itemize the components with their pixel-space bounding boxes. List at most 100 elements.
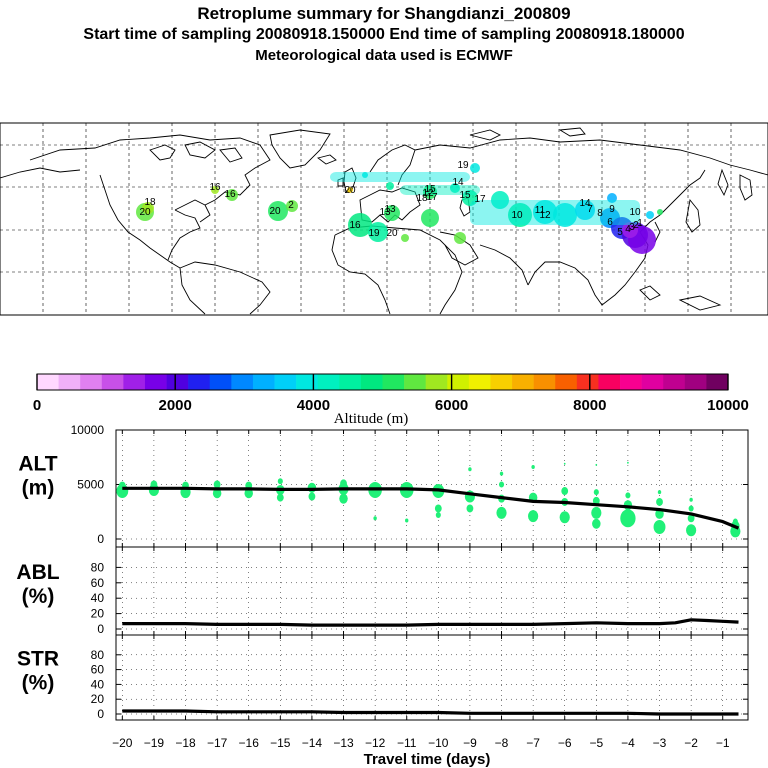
- cluster-point: [732, 518, 738, 525]
- x-tick-label: −14: [302, 736, 323, 750]
- particle-age-label: 16: [209, 182, 221, 193]
- cluster-point: [277, 478, 283, 485]
- cluster-point: [531, 465, 535, 470]
- sampling-time: Start time of sampling 20080918.150000 E…: [83, 26, 685, 43]
- plume-cluster: [401, 234, 409, 242]
- panel-y-label: STR: [17, 648, 59, 671]
- x-tick-label: −2: [684, 736, 698, 750]
- cluster-point: [244, 488, 253, 499]
- panel-y-label: ALT: [18, 453, 57, 476]
- colorbar-tick-label: 0: [33, 397, 41, 414]
- colorbar-swatch: [641, 374, 664, 390]
- cluster-point: [593, 489, 599, 496]
- particle-age-label: 15: [424, 184, 436, 195]
- particle-age-label: 14: [579, 198, 591, 209]
- colorbar-swatch: [382, 374, 405, 390]
- x-tick-label: −19: [144, 736, 165, 750]
- y-tick-label: 10000: [71, 423, 105, 437]
- cluster-point: [308, 492, 316, 501]
- plume-cluster: [142, 202, 154, 214]
- cluster-point: [625, 492, 631, 499]
- colorbar-tick-label: 8000: [573, 397, 606, 414]
- plume-cluster: [450, 183, 460, 193]
- particle-age-label: 12: [539, 210, 551, 221]
- colorbar-swatch: [404, 374, 426, 390]
- cluster-point: [559, 511, 570, 524]
- series-line-str: [122, 709, 739, 716]
- plume-cluster: [368, 222, 388, 242]
- plume-band: [470, 200, 640, 225]
- colorbar-swatch: [252, 374, 275, 390]
- y-tick-label: 20: [91, 692, 105, 706]
- met-data-label: Meteorological data used is ECMWF: [255, 47, 513, 64]
- particle-age-label: 16: [349, 220, 361, 231]
- chart-title: Retroplume summary for Shangdianzi_20080…: [197, 4, 571, 23]
- x-tick-label: −5: [589, 736, 603, 750]
- x-tick-label: −17: [207, 736, 228, 750]
- particle-age-label: 12: [422, 188, 434, 199]
- particle-age-label: 20: [344, 185, 356, 196]
- x-tick-label: −10: [428, 736, 449, 750]
- particle-age-label: 10: [629, 207, 641, 218]
- cluster-point: [212, 488, 222, 499]
- plume-cluster: [575, 200, 595, 220]
- plume-cluster: [462, 190, 478, 206]
- particle-age-label: 2: [288, 200, 294, 211]
- plume-cluster: [491, 191, 509, 209]
- x-tick-label: −6: [558, 736, 572, 750]
- plume-cluster: [286, 200, 298, 212]
- colorbar-swatch: [447, 374, 470, 390]
- colorbar-swatch: [296, 374, 319, 390]
- particle-age-label: 13: [379, 207, 391, 218]
- panel-y-label: (%): [22, 585, 55, 608]
- y-tick-label: 0: [97, 532, 104, 546]
- colorbar-swatch: [468, 374, 491, 390]
- x-tick-label: −9: [463, 736, 477, 750]
- x-tick-label: −4: [621, 736, 635, 750]
- x-tick-label: −12: [365, 736, 386, 750]
- colorbar-swatch: [663, 374, 686, 390]
- y-tick-label: 0: [97, 622, 104, 636]
- x-tick-label: −20: [112, 736, 133, 750]
- colorbar-swatch: [37, 374, 59, 390]
- colorbar-tick-label: 2000: [159, 397, 192, 414]
- cluster-point: [592, 496, 600, 505]
- x-tick-label: −16: [239, 736, 260, 750]
- cluster-point: [657, 490, 662, 495]
- colorbar-swatch: [144, 374, 167, 390]
- colorbar-swatch: [231, 374, 254, 390]
- cluster-point: [687, 514, 695, 523]
- plume-cluster: [533, 200, 557, 224]
- particle-age-label: 17: [474, 194, 486, 205]
- colorbar-swatch: [490, 374, 513, 390]
- plume-cluster: [268, 201, 288, 221]
- colorbar-swatch: [533, 374, 556, 390]
- panel-y-label: (m): [22, 477, 55, 500]
- particle-age-label: 10: [511, 210, 523, 221]
- particle-age-label: 1: [637, 218, 643, 229]
- colorbar-swatch: [512, 374, 534, 390]
- x-tick-label: −8: [495, 736, 509, 750]
- particle-age-label: 19: [457, 160, 469, 171]
- particle-age-label: 20: [386, 228, 398, 239]
- particle-age-label: 7: [587, 204, 593, 215]
- colorbar-tick-label: 10000: [707, 397, 749, 414]
- colorbar-swatch: [209, 374, 232, 390]
- cluster-point: [689, 497, 693, 502]
- x-tick-label: −15: [270, 736, 291, 750]
- y-tick-label: 60: [91, 576, 105, 590]
- plume-cluster: [657, 209, 663, 215]
- colorbar-swatch: [425, 374, 448, 390]
- plume-cluster: [347, 187, 353, 193]
- cluster-point: [496, 506, 507, 519]
- cluster-point: [561, 487, 569, 496]
- colorbar-swatch: [684, 374, 707, 390]
- colorbar-swatch: [555, 374, 578, 390]
- colorbar-swatch: [706, 374, 729, 390]
- cluster-point: [150, 480, 158, 489]
- cluster-point: [653, 520, 666, 535]
